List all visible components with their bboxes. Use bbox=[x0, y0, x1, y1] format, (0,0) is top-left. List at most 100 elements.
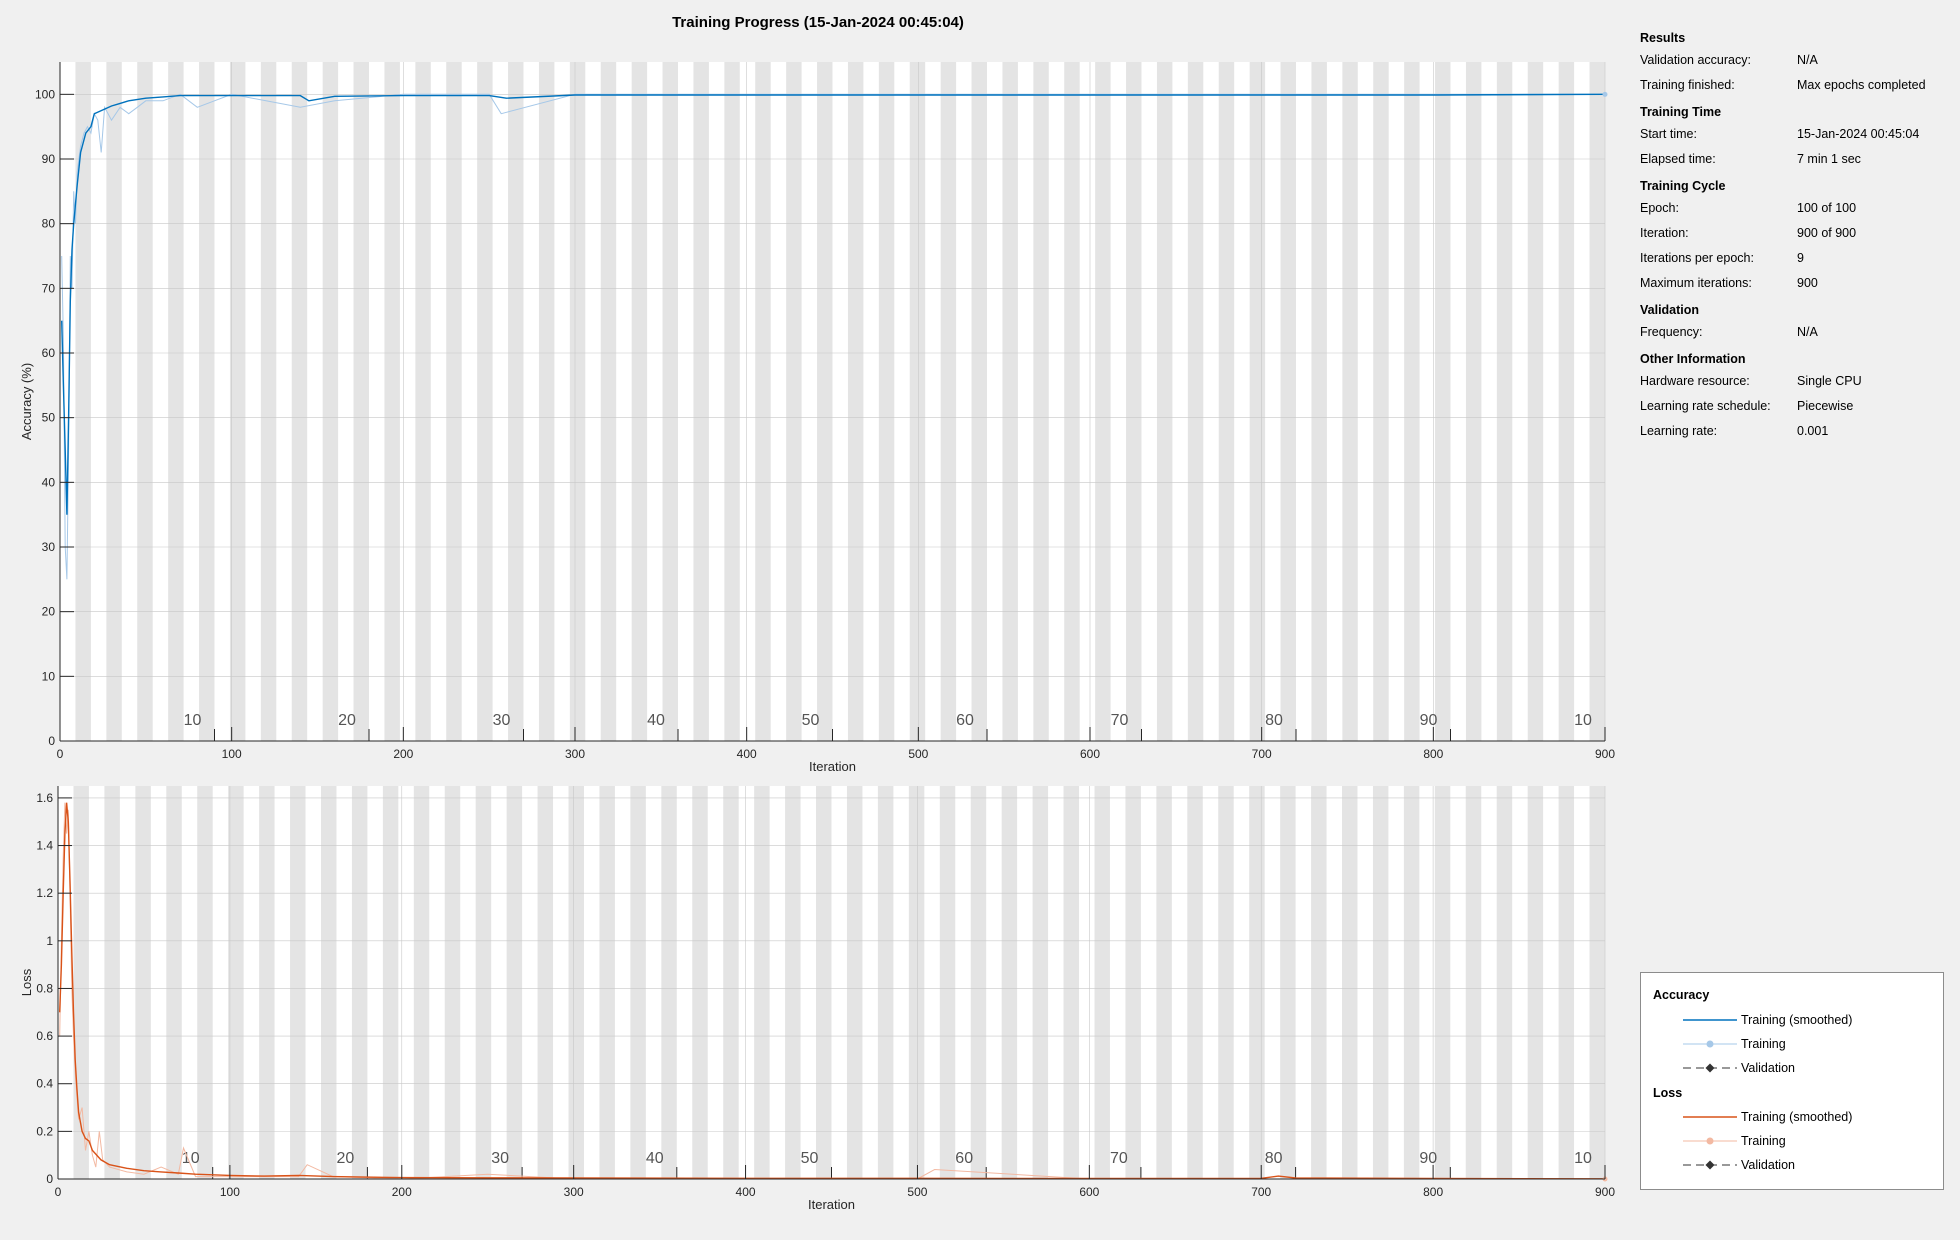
info-row: Start time: 15-Jan-2024 00:45:04 bbox=[1640, 122, 1950, 147]
info-value: Single CPU bbox=[1797, 374, 1862, 388]
legend-swatch-loss-validation bbox=[1683, 1160, 1737, 1170]
legend-item-accuracy-validation: Validation bbox=[1683, 1059, 1795, 1077]
epoch-band bbox=[1280, 62, 1296, 741]
epoch-band bbox=[785, 786, 801, 1179]
epoch-band bbox=[382, 786, 399, 1179]
epoch-label: 40 bbox=[646, 1150, 664, 1167]
info-row: Learning rate: 0.001 bbox=[1640, 419, 1950, 444]
y-tick-label: 1.4 bbox=[36, 839, 53, 853]
info-label: Maximum iterations: bbox=[1640, 276, 1752, 290]
y-tick-label: 0 bbox=[46, 1172, 53, 1186]
epoch-band bbox=[630, 786, 646, 1179]
epoch-label: 50 bbox=[801, 1150, 819, 1167]
epoch-band bbox=[1465, 62, 1482, 741]
y-tick-label: 90 bbox=[42, 152, 56, 166]
y-tick-label: 1.2 bbox=[36, 886, 53, 900]
info-label: Learning rate schedule: bbox=[1640, 399, 1771, 413]
epoch-band bbox=[786, 62, 802, 741]
x-axis-label: Iteration bbox=[808, 1197, 855, 1212]
info-row: Frequency: N/A bbox=[1640, 320, 1950, 345]
epoch-band bbox=[166, 786, 182, 1179]
y-tick-label: 1 bbox=[46, 934, 53, 948]
info-row: Iteration: 900 of 900 bbox=[1640, 221, 1950, 246]
epoch-label: 30 bbox=[491, 1150, 509, 1167]
epoch-band bbox=[1126, 62, 1142, 741]
epoch-band bbox=[1187, 62, 1204, 741]
epoch-band bbox=[106, 62, 122, 741]
x-tick-label: 800 bbox=[1423, 747, 1443, 761]
epoch-band bbox=[1249, 786, 1265, 1179]
epoch-band bbox=[351, 786, 368, 1179]
legend-item-loss-training: Training bbox=[1683, 1132, 1786, 1150]
epoch-band bbox=[755, 62, 771, 741]
x-tick-label: 600 bbox=[1079, 1185, 1099, 1199]
info-value: Max epochs completed bbox=[1797, 78, 1926, 92]
epoch-band bbox=[877, 786, 894, 1179]
epoch-band bbox=[1434, 786, 1451, 1179]
info-label: Iteration: bbox=[1640, 226, 1689, 240]
epoch-label: 60 bbox=[955, 1150, 973, 1167]
info-value: 0.001 bbox=[1797, 424, 1829, 438]
info-value: 9 bbox=[1797, 251, 1804, 265]
epoch-band bbox=[846, 786, 863, 1179]
epoch-band bbox=[508, 62, 524, 741]
epoch-label: 80 bbox=[1265, 712, 1283, 729]
epoch-band bbox=[1496, 62, 1513, 741]
epoch-label: 80 bbox=[1265, 1150, 1283, 1167]
epoch-band bbox=[1311, 786, 1327, 1179]
info-label: Validation accuracy: bbox=[1640, 53, 1751, 67]
loss-plot: 10 20 30 40 50 60 70 80 90 100 0.2 0.4 0.6 0.8 1 1.2 1.4… bbox=[19, 786, 1615, 1212]
accuracy-plot: 10 20 30 40 50 60 70 80 90 1001020304050607080901… bbox=[19, 62, 1615, 774]
y-tick-label: 0.6 bbox=[36, 1029, 53, 1043]
epoch-band bbox=[661, 786, 677, 1179]
epoch-band bbox=[538, 62, 555, 741]
training-info-panel: Results Validation accuracy: N/A Training f… bbox=[1640, 24, 1950, 444]
epoch-band bbox=[384, 62, 400, 741]
legend-item-accuracy-smoothed: Training (smoothed) bbox=[1683, 1011, 1852, 1029]
epoch-band bbox=[446, 62, 462, 741]
info-row: Hardware resource: Single CPU bbox=[1640, 369, 1950, 394]
y-tick-label: 100 bbox=[35, 87, 55, 101]
info-value: 7 min 1 sec bbox=[1797, 152, 1861, 166]
info-section-heading: Results bbox=[1640, 31, 1686, 45]
epoch-band bbox=[1435, 62, 1451, 741]
epoch-band bbox=[1156, 786, 1172, 1179]
epoch-label: 70 bbox=[1110, 1150, 1128, 1167]
info-label: Training finished: bbox=[1640, 78, 1735, 92]
epoch-band bbox=[693, 62, 709, 741]
legend-item-loss-validation: Validation bbox=[1683, 1156, 1795, 1174]
y-tick-label: 50 bbox=[42, 411, 56, 425]
epoch-band bbox=[475, 786, 492, 1179]
y-tick-label: 10 bbox=[42, 669, 56, 683]
x-tick-label: 400 bbox=[737, 747, 757, 761]
info-row: Iterations per epoch: 9 bbox=[1640, 246, 1950, 271]
epoch-band bbox=[599, 786, 615, 1179]
epoch-label: 20 bbox=[338, 712, 356, 729]
info-row: Learning rate schedule: Piecewise bbox=[1640, 394, 1950, 419]
epoch-band bbox=[197, 786, 213, 1179]
epoch-band bbox=[415, 62, 431, 741]
epoch-band bbox=[260, 62, 277, 741]
epoch-band bbox=[1342, 62, 1358, 741]
y-tick-label: 70 bbox=[42, 281, 56, 295]
chart-title: Training Progress (15-Jan-2024 00:45:04) bbox=[672, 14, 964, 31]
epoch-band bbox=[1589, 62, 1605, 741]
x-tick-label: 900 bbox=[1595, 1185, 1615, 1199]
x-tick-label: 200 bbox=[392, 1185, 412, 1199]
info-value: 900 of 900 bbox=[1797, 226, 1857, 240]
epoch-label: 70 bbox=[1111, 712, 1129, 729]
legend-item-accuracy-training: Training bbox=[1683, 1035, 1786, 1053]
legend-label: Training bbox=[1741, 1037, 1786, 1051]
x-tick-label: 400 bbox=[736, 1185, 756, 1199]
epoch-label: 10 bbox=[184, 712, 202, 729]
info-label: Learning rate: bbox=[1640, 424, 1718, 438]
epoch-band bbox=[444, 786, 461, 1179]
epoch-band bbox=[847, 62, 864, 741]
epoch-band bbox=[878, 62, 895, 741]
x-tick-label: 500 bbox=[907, 1185, 927, 1199]
legend-item-loss-smoothed: Training (smoothed) bbox=[1683, 1108, 1852, 1126]
epoch-band bbox=[1311, 62, 1327, 741]
legend-swatch-loss-training bbox=[1683, 1137, 1737, 1145]
epoch-band bbox=[723, 786, 739, 1179]
info-section-heading: Training Time bbox=[1640, 105, 1722, 119]
